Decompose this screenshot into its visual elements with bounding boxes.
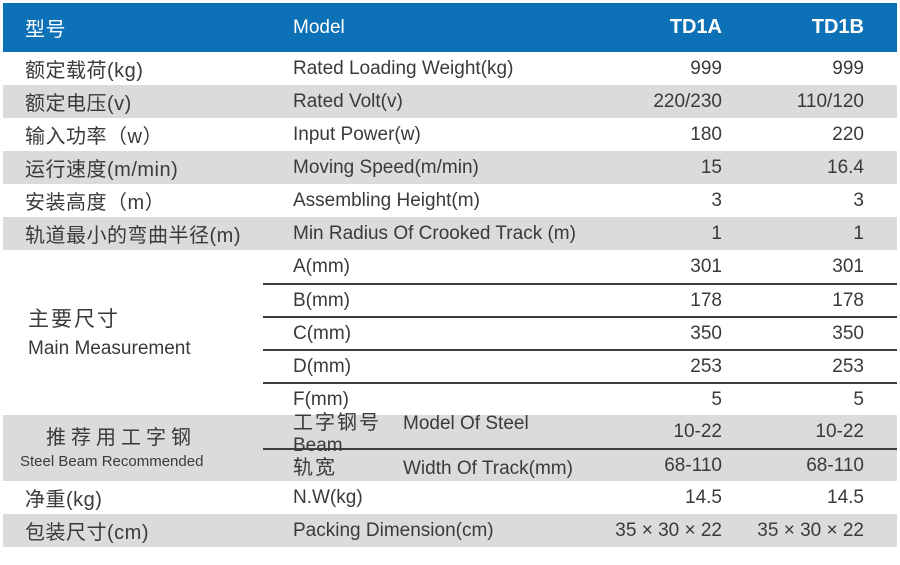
- spec-table: 型号 Model TD1A TD1B 额定载荷(kg) Rated Loadin…: [3, 3, 897, 547]
- row-label-en: Packing Dimension(cm): [293, 519, 494, 541]
- value-td1a: 180: [690, 123, 722, 145]
- value-td1a: 5: [711, 388, 722, 410]
- value-td1a: 301: [690, 255, 722, 277]
- row-label-en: N.W(kg): [293, 486, 363, 508]
- value-td1a: 68-110: [664, 454, 722, 476]
- row-label-en: Moving Speed(m/min): [293, 156, 479, 178]
- group-label-cn: 主要尺寸: [28, 307, 120, 331]
- main-measurement-group: 主要尺寸 Main Measurement A(mm) 301 301 B(mm…: [3, 250, 897, 415]
- row-label-cn: 轨道最小的弯曲半径(m): [25, 225, 241, 247]
- value-td1b: 10-22: [815, 420, 864, 442]
- value-td1b: 3: [853, 189, 864, 211]
- row-label-cn: 运行速度(m/min): [25, 159, 179, 181]
- steel-label-en: Width Of Track(mm): [403, 458, 573, 479]
- table-row: 额定载荷(kg) Rated Loading Weight(kg) 999 99…: [3, 52, 897, 85]
- steel-beam-group: 推荐用工字钢 Steel Beam Recommended 工字钢号 Model …: [3, 412, 897, 481]
- steel-label-cn: 轨宽: [293, 457, 337, 479]
- table-row: 额定电压(v) Rated Volt(v) 220/230 110/120: [3, 85, 897, 118]
- dimension-label: D(mm): [293, 355, 352, 377]
- table-row: 包装尺寸(cm) Packing Dimension(cm) 35 × 30 ×…: [3, 514, 897, 547]
- value-td1b: 35 × 30 × 22: [757, 519, 864, 541]
- value-td1a: 350: [690, 322, 722, 344]
- value-td1b: 178: [832, 289, 864, 311]
- value-td1b: 350: [832, 322, 864, 344]
- header-col-td1b: TD1B: [811, 16, 864, 38]
- value-td1a: 999: [690, 57, 722, 79]
- value-td1b: 68-110: [806, 454, 864, 476]
- value-td1a: 3: [711, 189, 722, 211]
- steel-row: 轨宽 Width Of Track(mm) 68-110 68-110: [263, 448, 897, 481]
- steel-row-label: 工字钢号 Model Of Steel Beam: [263, 406, 581, 457]
- row-label-en: Rated Loading Weight(kg): [293, 57, 514, 79]
- header-col-td1a: TD1A: [669, 16, 722, 38]
- table-row: 安装高度（m） Assembling Height(m) 3 3: [3, 184, 897, 217]
- row-label-cn: 输入功率（w）: [25, 126, 163, 148]
- dimension-label: F(mm): [293, 388, 349, 410]
- table-row: 轨道最小的弯曲半径(m) Min Radius Of Crooked Track…: [3, 217, 897, 250]
- header-en-label: Model: [293, 16, 345, 38]
- group-label-en: Main Measurement: [28, 337, 191, 359]
- value-td1a: 178: [690, 289, 722, 311]
- value-td1b: 16.4: [827, 156, 864, 178]
- header-cn-label: 型号: [25, 19, 66, 41]
- steel-group-label: 推荐用工字钢 Steel Beam Recommended: [3, 415, 263, 481]
- row-label-en: Assembling Height(m): [293, 189, 480, 211]
- value-td1b: 110/120: [796, 90, 864, 112]
- value-td1b: 999: [832, 57, 864, 79]
- row-label-en: Input Power(w): [293, 123, 421, 145]
- dimension-label: B(mm): [293, 289, 350, 311]
- row-label-cn: 包装尺寸(cm): [25, 522, 149, 544]
- steel-label-cn: 工字钢号: [293, 412, 381, 434]
- dimension-label: A(mm): [293, 255, 350, 277]
- steel-row: 工字钢号 Model Of Steel Beam 10-22 10-22: [263, 412, 897, 456]
- measurement-row: C(mm) 350 350: [263, 316, 897, 349]
- value-td1b: 1: [853, 222, 864, 244]
- steel-row-label: 轨宽 Width Of Track(mm): [263, 451, 581, 480]
- measurement-row: B(mm) 178 178: [263, 283, 897, 316]
- table-row: 运行速度(m/min) Moving Speed(m/min) 15 16.4: [3, 151, 897, 184]
- row-label-cn: 额定载荷(kg): [25, 60, 144, 82]
- value-td1a: 220/230: [653, 90, 722, 112]
- row-label-cn: 安装高度（m）: [25, 192, 166, 214]
- value-td1a: 35 × 30 × 22: [615, 519, 722, 541]
- dimension-label: C(mm): [293, 322, 352, 344]
- value-td1a: 253: [690, 355, 722, 377]
- row-label-cn: 净重(kg): [25, 489, 103, 511]
- value-td1b: 253: [832, 355, 864, 377]
- value-td1b: 5: [853, 388, 864, 410]
- value-td1b: 301: [832, 255, 864, 277]
- steel-subrows: 工字钢号 Model Of Steel Beam 10-22 10-22 轨宽 Wi…: [263, 412, 897, 481]
- value-td1b: 14.5: [827, 486, 864, 508]
- value-td1b: 220: [832, 123, 864, 145]
- value-td1a: 1: [711, 222, 722, 244]
- table-row: 输入功率（w） Input Power(w) 180 220: [3, 118, 897, 151]
- measurement-subrows: A(mm) 301 301 B(mm) 178 178 C(mm) 350 35…: [263, 250, 897, 415]
- value-td1a: 14.5: [685, 486, 722, 508]
- row-label-cn: 额定电压(v): [25, 93, 132, 115]
- row-label-en: Min Radius Of Crooked Track (m): [293, 222, 576, 244]
- measurement-row: F(mm) 5 5: [263, 382, 897, 415]
- measurement-row: A(mm) 301 301: [263, 250, 897, 283]
- measurement-row: D(mm) 253 253: [263, 349, 897, 382]
- group-label-cn: 推荐用工字钢: [46, 427, 196, 449]
- row-label-en: Rated Volt(v): [293, 90, 403, 112]
- value-td1a: 15: [700, 156, 722, 178]
- steel-label-en: Model Of Steel Beam: [293, 413, 529, 456]
- measurement-group-label: 主要尺寸 Main Measurement: [3, 250, 263, 415]
- table-row: 净重(kg) N.W(kg) 14.5 14.5: [3, 481, 897, 514]
- group-label-en: Steel Beam Recommended: [20, 453, 204, 470]
- value-td1a: 10-22: [673, 420, 722, 442]
- table-header-row: 型号 Model TD1A TD1B: [3, 3, 897, 52]
